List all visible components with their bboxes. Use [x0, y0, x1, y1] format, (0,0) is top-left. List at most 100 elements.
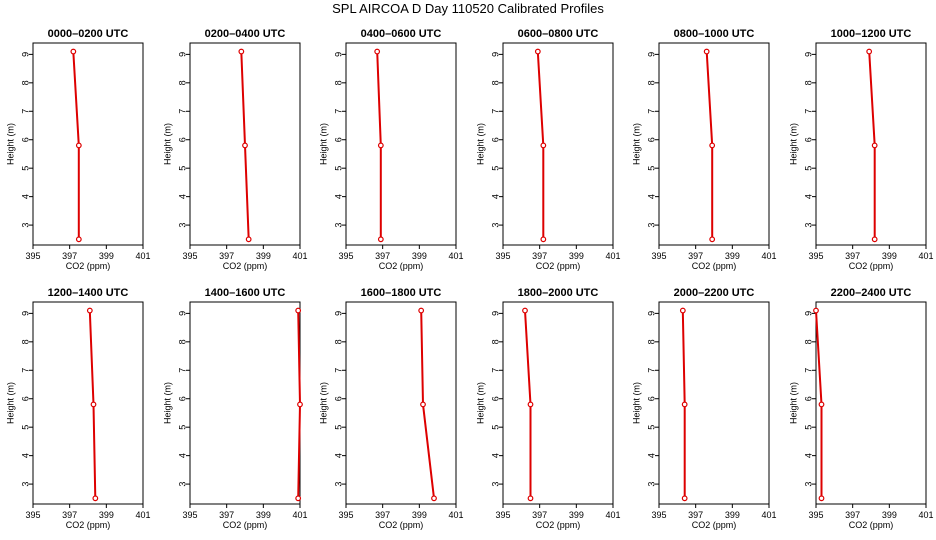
y-tick-label: 7 — [646, 368, 656, 373]
y-tick-label: 3 — [20, 482, 30, 487]
data-point — [297, 401, 303, 408]
x-tick-label: 401 — [135, 510, 150, 520]
y-tick-label: 7 — [20, 368, 30, 373]
y-tick-label: 3 — [177, 482, 187, 487]
x-tick-label: 401 — [761, 251, 776, 261]
x-tick-label: 399 — [725, 251, 740, 261]
data-point — [377, 236, 384, 243]
y-tick-label: 7 — [20, 109, 30, 114]
plot-frame — [345, 42, 457, 246]
y-axis-label: Height (m) — [788, 382, 798, 424]
y-tick-label: 3 — [20, 223, 30, 228]
y-tick-label: 5 — [803, 166, 813, 171]
x-tick-label: 401 — [761, 510, 776, 520]
panel-title: 0600–0800 UTC — [518, 28, 599, 40]
y-tick-label: 6 — [177, 396, 187, 401]
y-tick-label: 4 — [20, 194, 30, 199]
panel-title: 0200–0400 UTC — [205, 28, 286, 40]
y-tick-label: 7 — [803, 109, 813, 114]
y-tick-label: 9 — [20, 52, 30, 57]
y-tick-label: 5 — [333, 166, 343, 171]
y-axis-label: Height (m) — [162, 123, 172, 165]
x-tick-label: 395 — [25, 251, 40, 261]
panel-2: 0200–0400 UTC 395 397 399 401 CO2 (ppm) 3 4 5 6 7 8… — [162, 28, 307, 271]
y-tick-label: 8 — [803, 339, 813, 344]
x-tick-label: 397 — [375, 251, 390, 261]
y-axis-label: Height (m) — [631, 382, 641, 424]
y-tick-label: 7 — [490, 109, 500, 114]
panel-title: 1000–1200 UTC — [831, 28, 912, 40]
data-point — [540, 142, 547, 149]
y-tick-label: 6 — [490, 137, 500, 142]
panel-1: 0000–0200 UTC 395 397 399 401 CO2 (ppm) 3 4 5 6 7 8… — [5, 28, 150, 271]
y-tick-label: 9 — [177, 52, 187, 57]
panel-title: 0400–0600 UTC — [361, 28, 442, 40]
y-tick-label: 9 — [177, 311, 187, 316]
y-tick-label: 6 — [177, 137, 187, 142]
y-tick-label: 9 — [803, 52, 813, 57]
y-tick-label: 5 — [646, 166, 656, 171]
panel-5: 0800–1000 UTC 395 397 399 401 CO2 (ppm) 3 4 5 6 7 8… — [631, 28, 776, 271]
y-tick-label: 5 — [333, 425, 343, 430]
x-tick-label: 399 — [256, 251, 271, 261]
panel-3: 0400–0600 UTC 395 397 399 401 CO2 (ppm) 3 4 5 6 7 8… — [318, 28, 463, 271]
y-tick-label: 6 — [20, 396, 30, 401]
x-axis-label: CO2 (ppm) — [849, 520, 894, 530]
y-tick-label: 8 — [333, 339, 343, 344]
y-tick-label: 8 — [490, 339, 500, 344]
x-axis-label: CO2 (ppm) — [66, 520, 111, 530]
plot-frame — [815, 301, 927, 505]
y-tick-label: 8 — [646, 339, 656, 344]
x-tick-label: 397 — [845, 251, 860, 261]
x-tick-label: 395 — [651, 251, 666, 261]
y-tick-label: 5 — [20, 425, 30, 430]
panel-4: 0600–0800 UTC 395 397 399 401 CO2 (ppm) 3 4 5 6 7 8… — [475, 28, 620, 271]
y-tick-label: 3 — [646, 482, 656, 487]
y-tick-label: 9 — [490, 52, 500, 57]
y-axis-label: Height (m) — [318, 123, 328, 165]
x-tick-label: 401 — [918, 251, 933, 261]
y-tick-label: 7 — [177, 109, 187, 114]
y-tick-label: 8 — [177, 339, 187, 344]
y-tick-label: 7 — [333, 109, 343, 114]
y-tick-label: 9 — [490, 311, 500, 316]
x-tick-label: 395 — [495, 510, 510, 520]
y-tick-label: 6 — [803, 396, 813, 401]
y-tick-label: 4 — [646, 194, 656, 199]
plot-frame — [345, 301, 457, 505]
data-point — [871, 236, 878, 243]
x-tick-label: 395 — [182, 510, 197, 520]
panel-12: 2200–2400 UTC 395 397 399 401 CO2 (ppm) 3 4 5 6 7 8… — [788, 287, 933, 530]
y-tick-label: 5 — [20, 166, 30, 171]
y-tick-label: 4 — [490, 194, 500, 199]
x-tick-label: 401 — [918, 510, 933, 520]
data-point — [90, 401, 97, 408]
y-tick-label: 8 — [177, 80, 187, 85]
panel-8: 1400–1600 UTC 395 397 399 401 CO2 (ppm) 3 4 5 6 7 8… — [162, 287, 307, 530]
data-point — [377, 142, 384, 149]
y-axis-label: Height (m) — [5, 123, 15, 165]
x-tick-label: 399 — [725, 510, 740, 520]
data-point — [540, 236, 547, 243]
y-tick-label: 5 — [490, 425, 500, 430]
data-point — [295, 307, 302, 314]
y-tick-label: 7 — [177, 368, 187, 373]
x-axis-label: CO2 (ppm) — [692, 261, 737, 271]
x-tick-label: 401 — [292, 510, 307, 520]
y-axis-label: Height (m) — [788, 123, 798, 165]
x-tick-label: 401 — [605, 510, 620, 520]
data-point — [420, 401, 426, 408]
y-tick-label: 4 — [646, 453, 656, 458]
panel-title: 1200–1400 UTC — [48, 287, 129, 299]
y-tick-label: 5 — [803, 425, 813, 430]
x-tick-label: 397 — [219, 510, 234, 520]
data-point — [418, 307, 425, 314]
x-tick-label: 397 — [532, 510, 547, 520]
plot-frame — [502, 42, 614, 246]
data-point — [70, 48, 77, 55]
x-axis-label: CO2 (ppm) — [379, 520, 424, 530]
data-point — [813, 307, 819, 314]
plot-frame — [189, 301, 301, 505]
data-point — [245, 236, 252, 243]
y-tick-label: 9 — [646, 311, 656, 316]
